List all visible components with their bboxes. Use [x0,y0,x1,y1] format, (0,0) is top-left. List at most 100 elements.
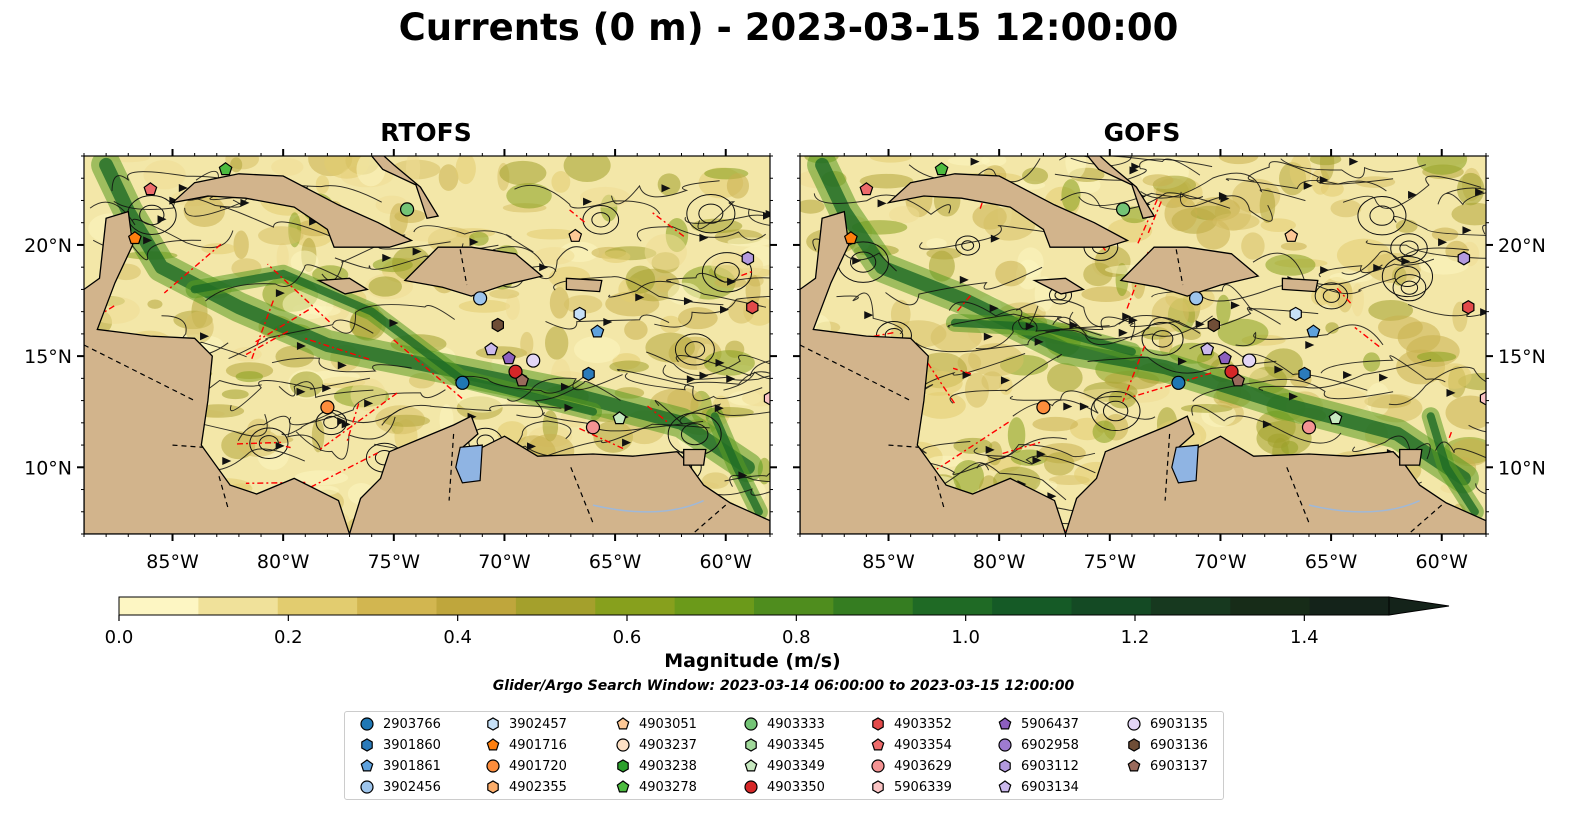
streamline [506,374,623,402]
legend-marker-icon [744,780,758,794]
legend-marker-icon [871,738,885,751]
streamline-arrow [1529,488,1538,496]
legend-marker [871,738,885,751]
streamline [1407,303,1486,317]
streamline [912,437,1068,475]
speed-patch [1320,181,1344,197]
colorbar-segment [119,597,199,615]
speed-patch [201,243,237,255]
eddie-streamline [849,251,877,273]
colorbar-segment [833,597,914,615]
country-border [459,249,468,286]
speed-patch [1218,156,1259,165]
streamline [915,330,1060,353]
streamline-arrow [222,457,232,466]
speed-patch [703,350,755,376]
speed-patch [458,299,511,313]
streamline [553,276,724,306]
eddie-streamline [1102,400,1129,422]
speed-patch [455,156,476,185]
legend-marker-icon [617,759,629,773]
speed-patch [953,459,985,494]
streamline-arrow [1079,402,1089,411]
speed-patch [549,287,570,319]
legend-label: 4903333 [767,716,825,732]
legend-marker-icon [487,780,499,794]
speed-patch [625,265,656,294]
streamline [331,304,455,334]
streamline [1151,284,1319,315]
current-jet [950,318,1136,356]
eddie-streamline [582,205,620,235]
streamline-arrow [143,236,153,245]
legend-marker-icon [872,780,884,794]
speed-patch [545,326,569,360]
streamline-arrow [714,404,724,413]
streamline [608,280,767,308]
speed-patch [726,173,750,199]
eez-boundary [741,270,755,277]
lake-maracaibo [1171,444,1199,484]
legend-item-3901861: 3901861 [359,758,441,774]
streamline-arrow [1034,337,1044,346]
streamline [295,416,396,460]
legend-label: 4903237 [639,737,697,753]
streamline [381,404,562,426]
land-mass [1064,156,1156,220]
legend-marker [1127,759,1141,772]
float-marker-4903278 [934,162,949,176]
eez-boundary [647,405,668,423]
legend-marker [360,780,374,794]
float-marker-3902456 [1189,291,1204,306]
legend-marker-icon [361,738,373,752]
speed-patch [926,247,962,260]
eez-boundary [255,308,311,343]
streamline-arrow [1218,191,1228,200]
streamline-arrow [1177,357,1187,366]
land-mass [1032,277,1086,295]
streamline-arrow [985,445,995,454]
streamline-arrow [1110,156,1111,157]
lon-tick-label: 70°W [478,551,531,573]
speed-patch [1092,420,1116,443]
streamline-arrow [157,215,167,224]
eez-boundary [163,243,222,294]
country-border [84,344,195,402]
speed-patch [1047,363,1083,393]
legend-label: 4903051 [639,716,697,732]
streamline [237,415,322,452]
legend-marker-icon [744,759,758,772]
current-jet [1426,412,1479,516]
streamline [288,389,446,426]
lon-tick-label: 70°W [1194,551,1247,573]
eddie-streamline [1314,282,1349,310]
figure-title: Currents (0 m) - 2023-03-15 12:00:00 [398,6,1179,49]
speed-patch [859,173,914,189]
speed-patch [644,233,687,270]
float-marker-4901720 [320,400,335,415]
speed-patch [271,158,304,176]
land-mass [1399,448,1423,466]
land-mass [403,246,544,297]
speed-patch [505,294,520,321]
float-marker-6903135 [526,353,541,368]
eez-boundary [979,192,987,209]
legend-marker-icon [998,717,1012,730]
legend-label: 5906339 [894,779,952,795]
lat-tick-label: 15°N [24,346,72,368]
speed-patch [235,371,264,383]
land-mass [565,277,603,293]
speed-patch [143,160,186,190]
legend-item-6902958: 6902958 [997,737,1079,753]
float-marker-4903354 [859,182,874,196]
colorbar-tick-label: 0.0 [105,627,134,648]
legend-marker [1128,738,1140,752]
colorbar-frame [118,596,1390,616]
streamline [907,353,1026,398]
speed-patch [947,156,991,166]
streamline [1140,172,1306,202]
streamline-arrow [686,375,696,384]
map-panel-rtofs: 85°W 80°W 75°W 70°W 65°W 60°W 20°N 15°N 10°N [24,149,777,573]
colorbar-segment [595,597,676,615]
country-border [448,433,455,501]
